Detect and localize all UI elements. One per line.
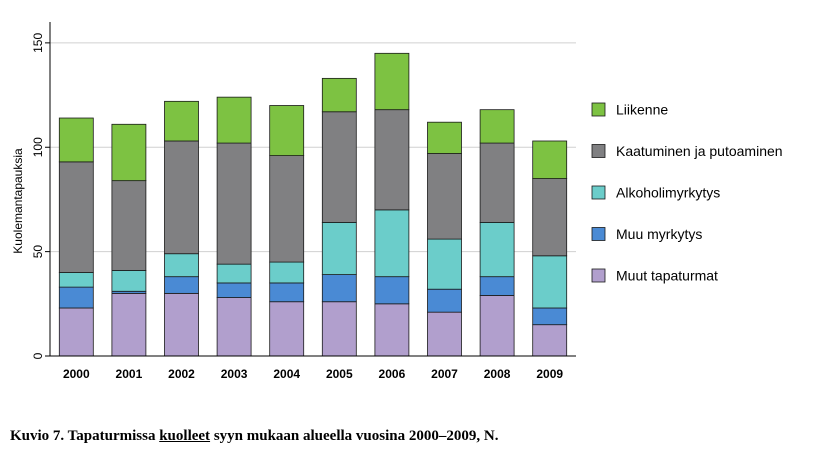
bar-2001-series-4 [111,123,147,182]
legend-label-0: Liikenne [616,102,668,118]
caption-prefix: Kuvio 7. Tapaturmissa [10,428,160,444]
x-tick-label-2007: 2007 [431,367,458,381]
bar-2009-series-4 [532,140,568,179]
legend-swatch-4 [591,268,606,283]
bar-2003-series-1 [216,282,252,298]
caption-suffix: syyn mukaan alueella vuosina 2000–2009, … [210,428,499,444]
bar-2005-series-0 [321,301,357,357]
legend-swatch-0 [591,102,606,117]
bar-2006-series-4 [374,52,410,111]
bar-2007-series-3 [427,153,462,240]
legend-label-4: Muut tapaturmat [616,268,718,284]
bar-2000-series-0 [58,307,94,357]
bar-2008-series-4 [479,109,515,144]
bar-2009-series-2 [532,255,568,309]
y-tick-label-150: 150 [31,33,45,53]
bar-2008-series-1 [479,276,515,296]
y-axis-label: Kuolemantapauksia [11,148,25,254]
bar-2007-series-2 [427,238,462,290]
legend-swatch-1 [591,144,606,158]
bar-2007-series-1 [427,288,462,313]
bar-2003-series-0 [216,297,252,357]
x-tick-label-2004: 2004 [273,367,300,381]
bar-2005-series-2 [321,221,357,275]
bar-2001-series-2 [111,270,147,292]
x-tick-label-2005: 2005 [326,367,353,381]
legend-swatch-2 [591,185,606,200]
bar-2001-series-0 [111,292,147,357]
bar-2000-series-4 [58,117,94,163]
bar-2006-series-0 [374,303,410,357]
bar-2000-series-3 [58,161,94,273]
bar-2002-series-4 [164,100,199,142]
bar-2003-series-2 [216,263,252,284]
bar-2002-series-1 [164,276,199,294]
caption-underlined: kuolleet [159,428,211,444]
x-tick-label-2006: 2006 [379,367,406,381]
x-tick-label-2003: 2003 [221,367,248,381]
y-tick-label-100: 100 [31,137,45,157]
bar-2009-series-1 [532,307,568,326]
bar-2004-series-2 [269,261,305,284]
bar-2004-series-3 [269,155,305,263]
legend-swatch-3 [591,227,606,241]
y-tick-label-50: 50 [31,245,45,259]
legend-label-3: Muu myrkytys [616,226,702,242]
x-tick-label-2008: 2008 [484,367,511,381]
x-tick-label-2009: 2009 [536,367,563,381]
bar-2004-series-1 [269,282,305,303]
bar-2002-series-0 [164,292,199,357]
bar-2003-series-3 [216,142,252,265]
bar-2006-series-3 [374,109,410,211]
bar-2005-series-3 [321,111,357,223]
x-tick-label-2000: 2000 [63,367,90,381]
bar-2001-series-3 [111,180,147,271]
legend-label-2: Alkoholimyrkytys [616,185,720,201]
bar-2006-series-2 [374,209,410,278]
bar-2008-series-0 [479,295,515,357]
bar-2007-series-0 [427,311,462,357]
x-tick-label-2001: 2001 [116,367,143,381]
bar-2006-series-1 [374,276,410,305]
stacked-bar-chart: 0 50 100 150 2000 2001 2002 2003 2004 2005 2006 200… [11,22,783,381]
bar-2000-series-1 [58,286,94,309]
bar-2003-series-4 [216,96,252,144]
bar-2008-series-2 [479,221,515,278]
legend: Liikenne Kaatuminen ja putoaminen Alkoholi… [591,102,783,284]
figure-caption: Kuvio 7. Tapaturmissa kuolleet syyn muka… [10,428,498,445]
legend-label-1: Kaatuminen ja putoaminen [616,143,783,159]
bar-2004-series-4 [269,105,305,156]
y-tick-label-0: 0 [31,352,45,359]
bar-2009-series-3 [532,178,568,257]
bars [58,52,568,357]
bar-2005-series-4 [321,77,357,113]
bar-2008-series-3 [479,142,515,223]
axes: 0 50 100 150 2000 2001 2002 2003 2004 2005 2006 200… [31,22,576,381]
bar-2002-series-2 [164,253,199,278]
bar-2007-series-4 [427,121,462,154]
x-tick-label-2002: 2002 [168,367,195,381]
bar-2002-series-3 [164,140,199,255]
bar-2009-series-0 [532,324,568,357]
bar-2005-series-1 [321,274,357,303]
bar-2000-series-2 [58,272,94,288]
bar-2004-series-0 [269,301,305,357]
